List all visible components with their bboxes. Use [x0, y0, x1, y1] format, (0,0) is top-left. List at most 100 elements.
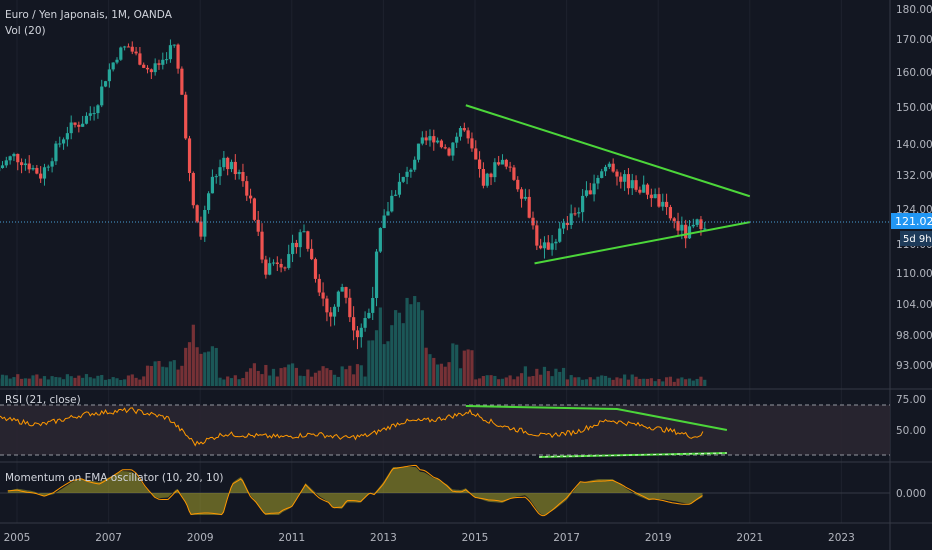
volume-bar	[195, 347, 199, 386]
volume-bar	[100, 375, 104, 386]
candle-up	[603, 166, 608, 172]
volume-bar	[245, 371, 249, 386]
candle-up	[405, 171, 409, 177]
candle-down	[130, 46, 134, 52]
volume-bar	[206, 351, 211, 386]
candle-up	[302, 231, 306, 233]
volume-bar	[0, 374, 5, 386]
candle-up	[4, 160, 8, 166]
candle-up	[46, 166, 50, 168]
volume-bar	[119, 379, 123, 386]
volume-bar	[317, 370, 321, 386]
candle-down	[508, 166, 512, 168]
volume-bar	[4, 375, 8, 386]
candle-up	[363, 318, 367, 328]
candle-down	[260, 231, 264, 260]
countdown-badge	[900, 231, 932, 246]
candle-up	[542, 242, 547, 249]
volume-bar	[344, 369, 348, 386]
candle-up	[493, 162, 497, 178]
price-tick-label: 180.000	[896, 4, 932, 16]
volume-bar	[668, 376, 673, 386]
candle-up	[340, 287, 344, 292]
candle-up	[271, 262, 276, 264]
last-price-value: 121.028	[895, 215, 932, 228]
candle-up	[642, 184, 646, 193]
volume-bar	[539, 374, 543, 386]
candle-down	[664, 201, 669, 208]
volume-bar	[16, 374, 20, 386]
candle-up	[172, 44, 176, 46]
volume-bar	[115, 378, 119, 386]
volume-bar	[619, 378, 623, 386]
candle-up	[687, 226, 692, 239]
volume-bar	[596, 376, 600, 386]
candle-down	[470, 138, 474, 149]
candle-up	[65, 133, 69, 140]
candle-up	[558, 228, 562, 242]
candle-down	[149, 69, 153, 73]
candle-up	[161, 59, 165, 65]
volume-bar	[294, 367, 298, 386]
candle-up	[691, 224, 695, 227]
volume-bar	[470, 350, 474, 386]
volume-bar	[138, 379, 142, 386]
volume-bar	[35, 374, 39, 386]
candle-up	[214, 176, 218, 178]
candle-down	[512, 167, 516, 180]
volume-bar	[69, 376, 73, 386]
candle-up	[42, 167, 47, 179]
trendlines	[465, 104, 751, 265]
candle-down	[191, 172, 195, 206]
volume-bar	[428, 354, 432, 386]
countdown-value: 5d 9h	[903, 234, 932, 245]
volume-bar	[485, 375, 489, 386]
time-tick-label: 2017	[553, 532, 580, 544]
candle-up	[581, 195, 585, 213]
volume-bar	[382, 344, 386, 386]
volume-bar	[302, 376, 306, 386]
candle-down	[439, 140, 444, 148]
time-tick-label: 2019	[645, 532, 672, 544]
candle-up	[409, 169, 413, 172]
volume-bar	[664, 377, 669, 386]
candle-up	[103, 81, 108, 87]
candle-down	[317, 278, 321, 293]
volume-bar	[31, 375, 35, 386]
candle-up	[50, 161, 54, 167]
volume-bars	[0, 296, 707, 386]
candle-down	[443, 147, 447, 149]
volume-bar	[275, 376, 279, 386]
volume-bar	[581, 379, 585, 386]
candle-up	[119, 47, 123, 60]
volume-bar	[58, 377, 62, 386]
candle-down	[145, 67, 150, 70]
volume-bar	[336, 376, 340, 386]
candle-down	[264, 259, 268, 275]
volume-bar	[642, 378, 646, 386]
momentum-label: Momentum on EMA oscillator (10, 20, 10)	[5, 472, 223, 484]
volume-bar	[497, 379, 501, 386]
volume-bar	[653, 381, 657, 386]
candle-up	[206, 193, 211, 210]
volume-bar	[248, 368, 253, 386]
volume-bar	[600, 375, 604, 386]
candle-up	[374, 251, 379, 298]
volume-label: Vol (20)	[5, 25, 46, 37]
candle-down	[233, 161, 237, 175]
candle-up	[554, 241, 558, 244]
volume-bar	[630, 374, 634, 386]
candle-down	[684, 224, 688, 239]
volume-bar	[367, 340, 371, 386]
time-tick-label: 2011	[278, 532, 305, 544]
volume-bar	[435, 364, 440, 386]
volume-bar	[176, 369, 180, 386]
candle-down	[35, 167, 39, 174]
volume-bar	[229, 378, 234, 386]
volume-bar	[73, 377, 77, 386]
candle-up	[287, 254, 291, 268]
volume-bar	[592, 379, 596, 386]
candle-down	[245, 181, 249, 196]
